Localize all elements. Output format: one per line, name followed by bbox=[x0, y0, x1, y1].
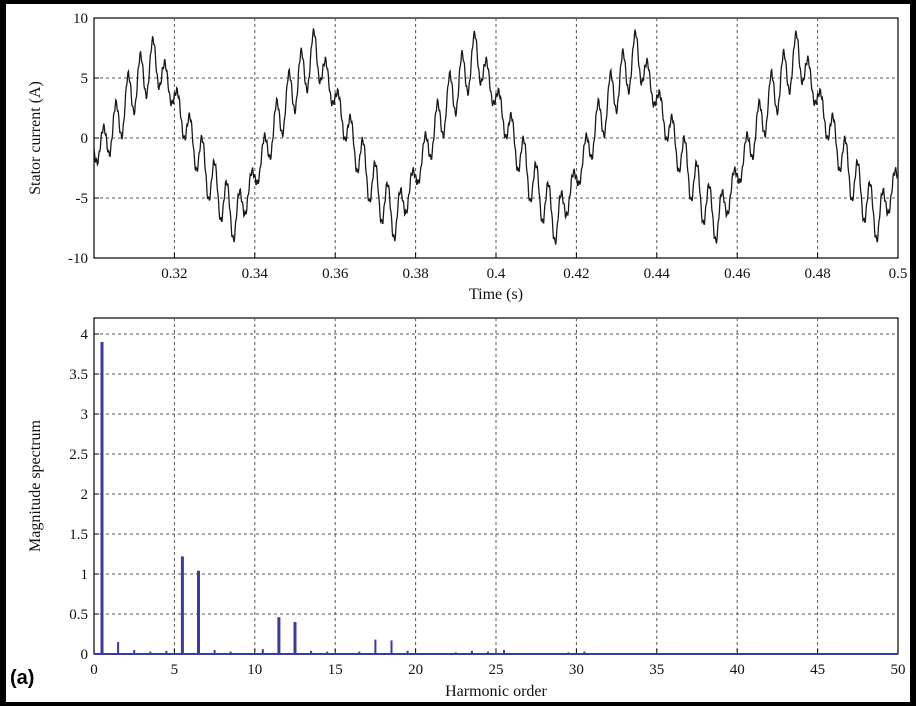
harmonic-bar bbox=[374, 639, 377, 654]
figure-canvas: 0.32 0.34 0.36 0.38 0.4 0.42 0.44 0.46 0.48 0.5 -… bbox=[10, 11, 907, 700]
harmonic-spectrum-x-tick-label: 0 bbox=[90, 662, 98, 678]
harmonic-spectrum-bars bbox=[100, 342, 586, 654]
harmonic-bar bbox=[358, 651, 361, 654]
stator-current-x-tick-label: 0.46 bbox=[724, 266, 751, 282]
harmonic-bar bbox=[149, 651, 152, 654]
harmonic-bar bbox=[310, 650, 313, 654]
harmonic-spectrum-y-label: Magnitude spectrum bbox=[27, 419, 44, 552]
harmonic-spectrum-y-tick-label: 1 bbox=[81, 567, 89, 583]
stator-current-x-tick-label: 0.38 bbox=[402, 266, 428, 282]
harmonic-spectrum-x-label: Harmonic order bbox=[445, 683, 547, 700]
stator-current-x-tick-label: 0.32 bbox=[161, 266, 187, 282]
stator-current-y-tick-label: -10 bbox=[68, 251, 88, 267]
harmonic-spectrum-x-tick-label: 30 bbox=[569, 662, 584, 678]
harmonic-bar bbox=[133, 650, 136, 654]
harmonic-spectrum-y-tick-label: 3.5 bbox=[69, 367, 88, 383]
harmonic-bar bbox=[100, 342, 104, 654]
stator-current-trace bbox=[93, 28, 899, 245]
harmonic-spectrum-y-tick-label: 1.5 bbox=[69, 527, 88, 543]
harmonic-bar bbox=[470, 650, 473, 654]
stator-current-x-tick-label: 0.5 bbox=[889, 266, 908, 282]
harmonic-spectrum-y-tick-label: 0 bbox=[81, 647, 89, 663]
harmonic-bar bbox=[261, 649, 264, 654]
stator-current-x-tick-label: 0.44 bbox=[644, 266, 671, 282]
harmonic-spectrum-x-tick-label: 45 bbox=[810, 662, 825, 678]
stator-current-chart: 0.32 0.34 0.36 0.38 0.4 0.42 0.44 0.46 0.48 0.5 -… bbox=[27, 11, 907, 303]
harmonic-spectrum-x-tick-label: 40 bbox=[730, 662, 745, 678]
stator-current-y-label: Stator current (A) bbox=[27, 81, 44, 195]
stator-current-grid bbox=[94, 18, 898, 258]
figure-panel: 0.32 0.34 0.36 0.38 0.4 0.42 0.44 0.46 0.48 0.5 -… bbox=[6, 4, 910, 702]
harmonic-bar bbox=[487, 651, 489, 654]
harmonic-bar bbox=[197, 570, 200, 654]
harmonic-bar bbox=[583, 651, 586, 654]
harmonic-spectrum-x-tick-label: 50 bbox=[891, 662, 906, 678]
harmonic-spectrum-x-tick-label: 25 bbox=[489, 662, 504, 678]
harmonic-spectrum-x-tick-label: 35 bbox=[649, 662, 664, 678]
stator-current-y-tick-label: 5 bbox=[81, 71, 89, 87]
stator-current-x-label: Time (s) bbox=[469, 286, 523, 303]
harmonic-bar bbox=[390, 640, 393, 654]
harmonic-spectrum-x-tick-label: 20 bbox=[408, 662, 423, 678]
harmonic-bar bbox=[326, 651, 329, 654]
harmonic-bar bbox=[293, 622, 297, 654]
stator-current-x-tick-label: 0.4 bbox=[487, 266, 506, 282]
harmonic-spectrum-x-tick-label: 10 bbox=[247, 662, 262, 678]
harmonic-spectrum-grid bbox=[94, 318, 898, 654]
harmonic-spectrum-y-ticks: 0 0.5 1 1.5 2 2.5 3 3.5 4 bbox=[69, 327, 99, 663]
stator-current-y-tick-label: 10 bbox=[73, 11, 88, 27]
harmonic-spectrum-y-tick-label: 4 bbox=[81, 327, 89, 343]
harmonic-spectrum-y-tick-label: 0.5 bbox=[69, 607, 88, 623]
harmonic-bar bbox=[277, 617, 281, 654]
stator-current-x-tick-label: 0.36 bbox=[322, 266, 349, 282]
harmonic-bar bbox=[503, 650, 505, 654]
harmonic-spectrum-y-tick-label: 2.5 bbox=[69, 447, 88, 463]
stator-current-x-ticks: 0.32 0.34 0.36 0.38 0.4 0.42 0.44 0.46 0.48 0.5 bbox=[161, 253, 907, 282]
panel-label: (a) bbox=[10, 667, 34, 689]
stator-current-x-tick-label: 0.42 bbox=[563, 266, 589, 282]
harmonic-spectrum-y-tick-label: 2 bbox=[81, 487, 89, 503]
harmonic-bar bbox=[165, 650, 168, 654]
harmonic-bar bbox=[406, 650, 409, 654]
harmonic-bar bbox=[180, 556, 184, 654]
harmonic-bar bbox=[117, 642, 120, 654]
harmonic-bar bbox=[229, 651, 232, 654]
stator-current-y-tick-label: -5 bbox=[76, 191, 89, 207]
stator-current-x-tick-label: 0.48 bbox=[804, 266, 830, 282]
harmonic-spectrum-chart: 0 5 10 15 20 25 30 35 40 45 50 0 0.5 1 1.5 2 2.5 3 3.5 4 H… bbox=[27, 317, 906, 700]
harmonic-bar bbox=[213, 650, 216, 654]
stator-current-y-ticks: -10 -5 0 5 10 bbox=[68, 11, 99, 267]
stator-current-x-tick-label: 0.34 bbox=[242, 266, 269, 282]
stator-current-y-tick-label: 0 bbox=[81, 131, 89, 147]
harmonic-spectrum-y-tick-label: 3 bbox=[81, 407, 89, 423]
harmonic-spectrum-x-tick-label: 5 bbox=[171, 662, 179, 678]
harmonic-spectrum-x-tick-label: 15 bbox=[328, 662, 343, 678]
